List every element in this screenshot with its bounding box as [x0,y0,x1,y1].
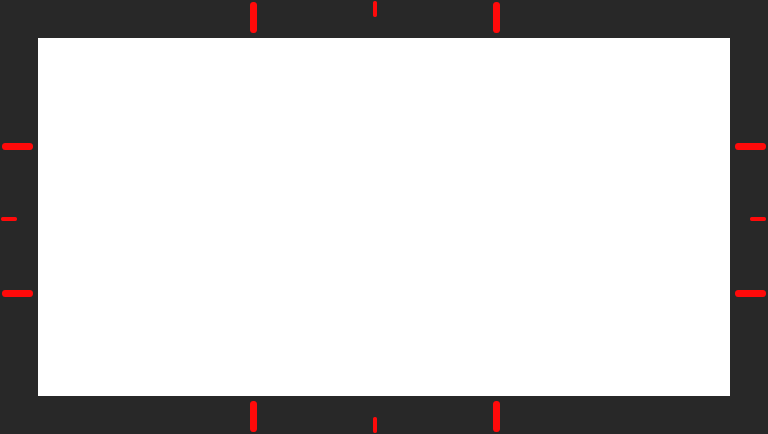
bottom-marker-center [373,417,377,433]
canvas-area [38,38,730,396]
right-marker-center [750,217,766,221]
top-marker-center [373,1,377,17]
right-marker-top [735,143,766,150]
bottom-marker-left [250,401,257,432]
top-marker-left [250,2,257,33]
right-marker-bottom [735,290,766,297]
top-marker-right [493,2,500,33]
bottom-marker-right [493,401,500,432]
left-marker-center [1,217,17,221]
left-marker-top [2,143,33,150]
left-marker-bottom [2,290,33,297]
